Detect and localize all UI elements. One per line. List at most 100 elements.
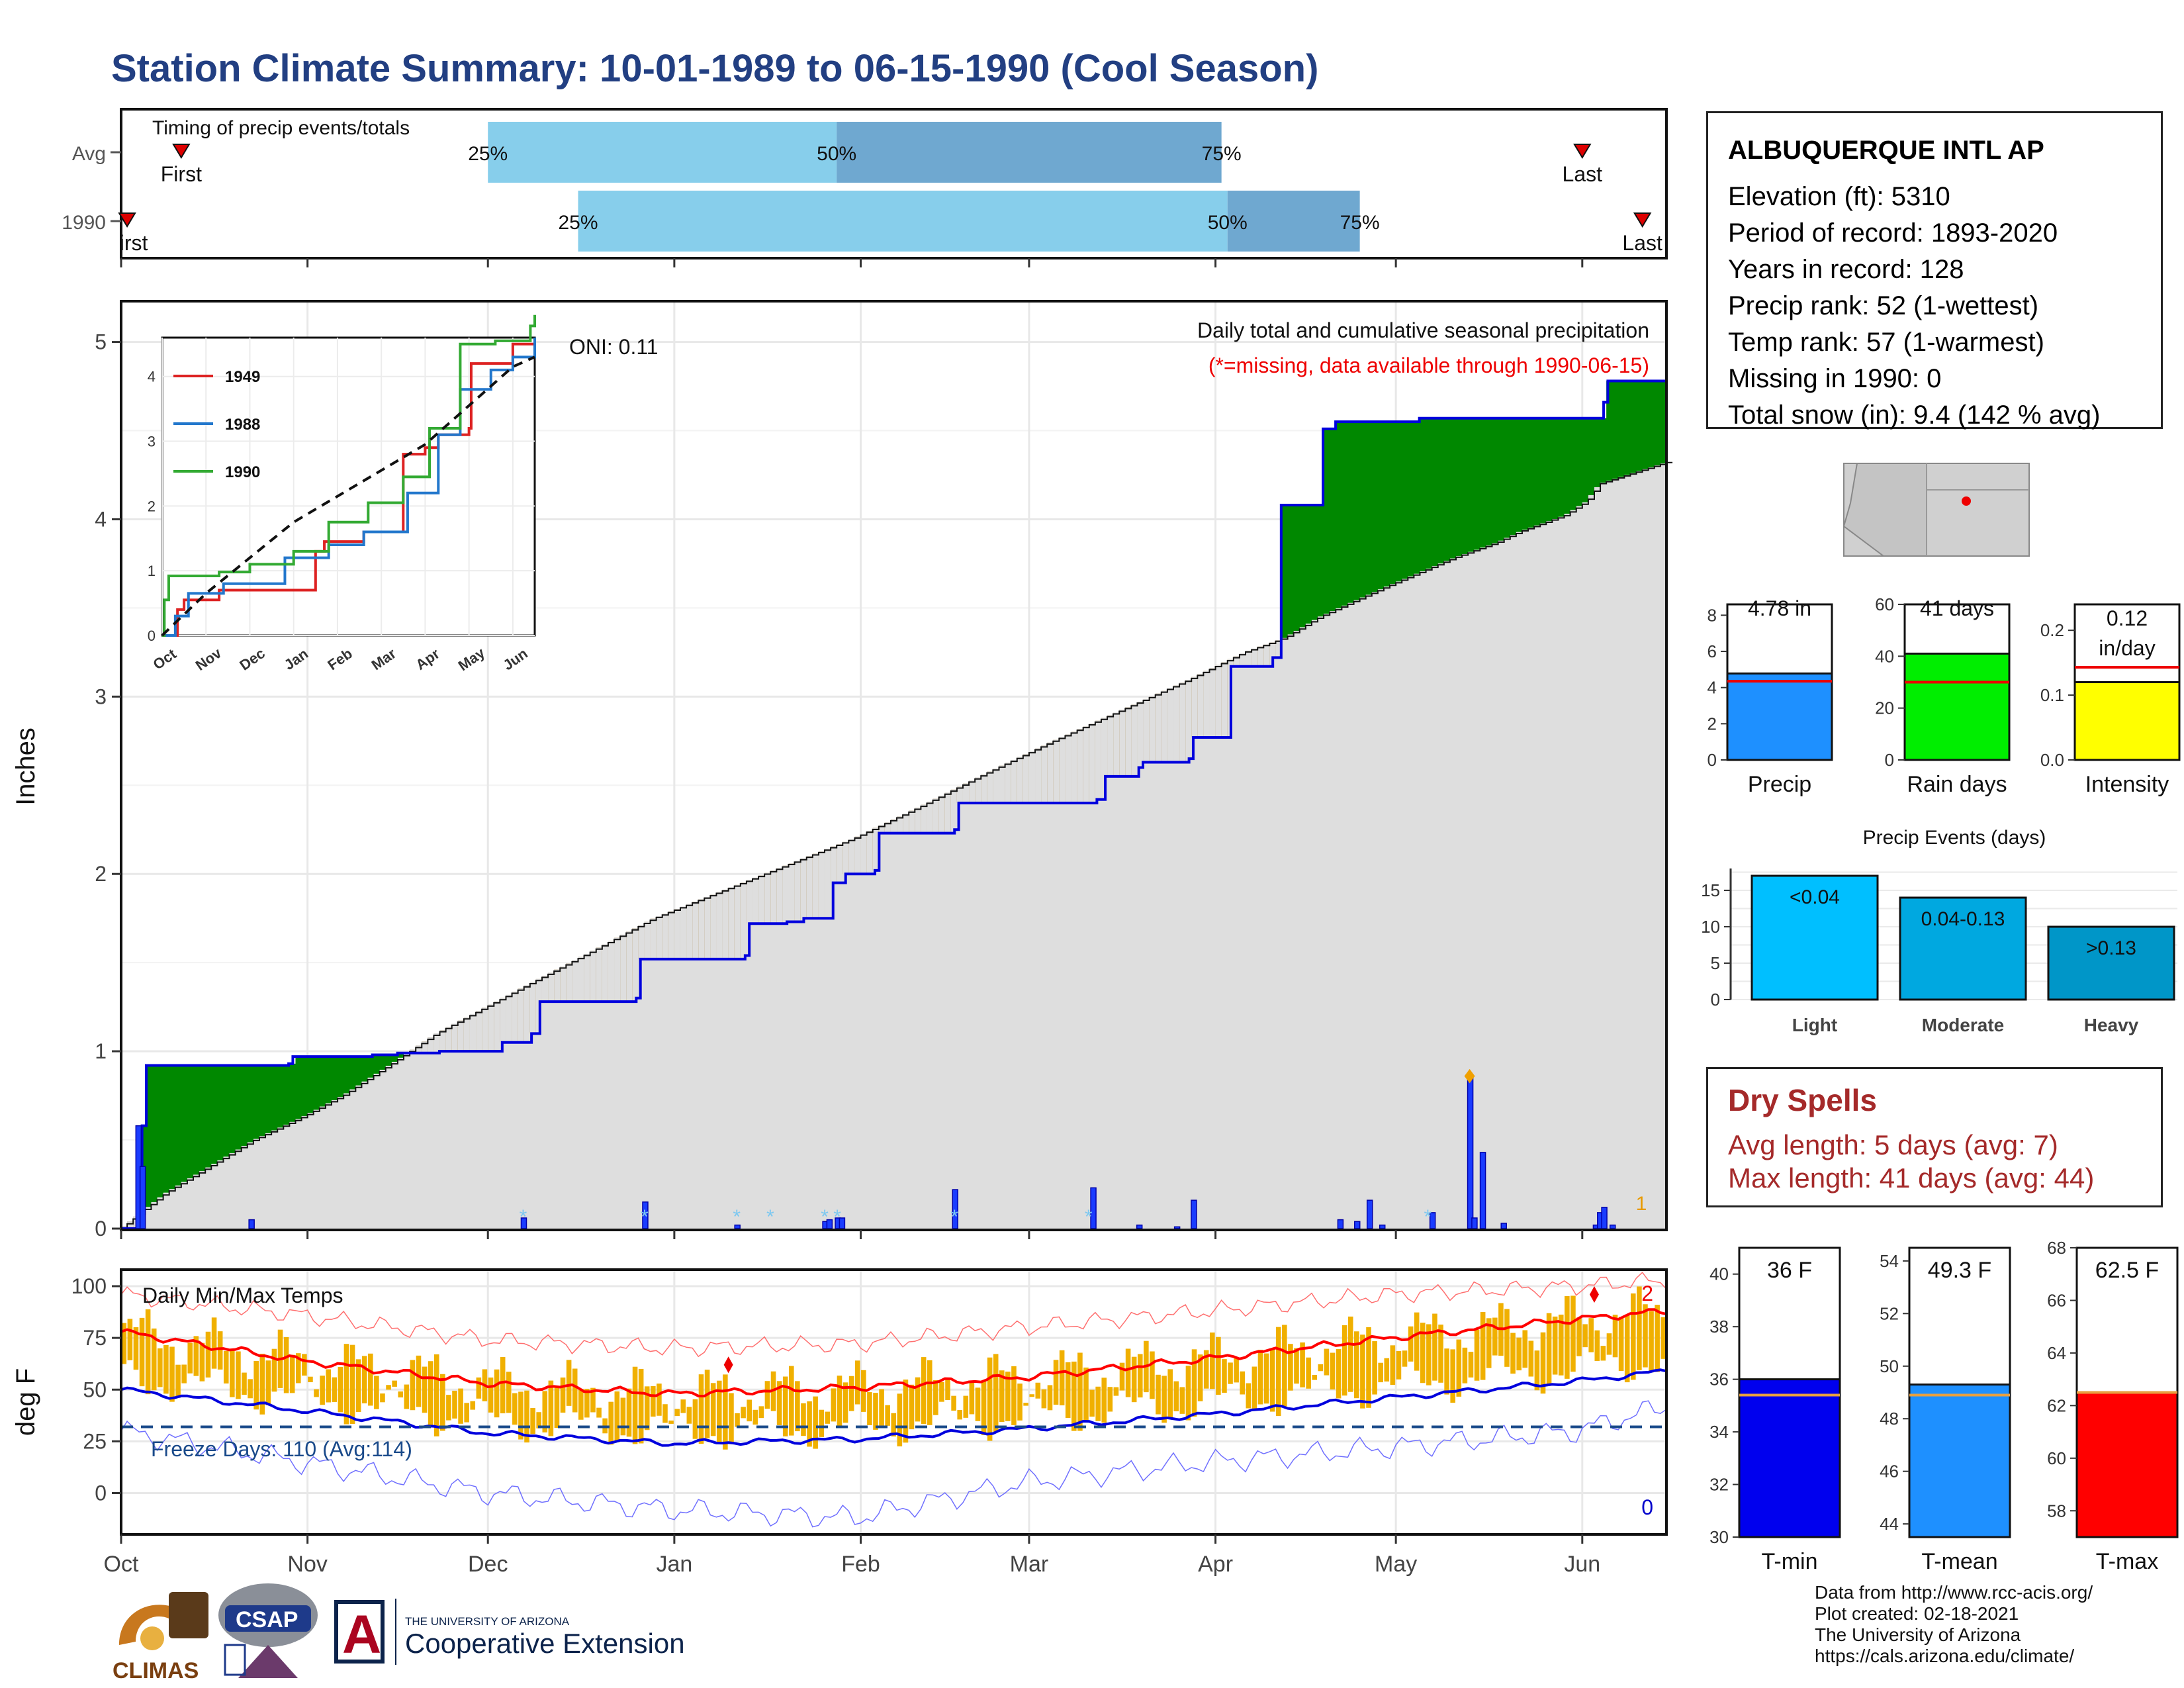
temp-daily-bar: [1240, 1371, 1246, 1395]
precip-normal-segment: [1390, 584, 1396, 1229]
precip-normal-segment: [500, 998, 507, 1229]
precip-diff-segment: [1486, 418, 1493, 545]
temp-daily-bar: [1372, 1341, 1377, 1395]
precip-normal-segment: [241, 1146, 248, 1229]
precip-normal-segment: [379, 1070, 387, 1229]
precip-diff-segment: [1342, 422, 1349, 606]
precip-normal-segment: [1402, 579, 1408, 1229]
temp-daily-bar: [1131, 1356, 1137, 1403]
precip-normal-segment: [1624, 475, 1631, 1229]
temp-daily-bar: [446, 1395, 451, 1421]
precip-normal-segment: [1113, 712, 1120, 1229]
temp-daily-bar: [1191, 1349, 1197, 1417]
precip-normal-segment: [1516, 532, 1523, 1229]
temp-daily-bar: [1570, 1295, 1576, 1372]
precip-stat-y-tick-label: 40: [1875, 646, 1894, 666]
precip-normal-segment: [1125, 707, 1132, 1229]
precip-normal-segment: [1396, 581, 1402, 1229]
precip-normal-segment: [1540, 523, 1547, 1229]
precip-normal-segment: [999, 765, 1006, 1229]
precip-y-tick-label: 5: [95, 330, 107, 354]
precip-diff-segment: [1546, 418, 1553, 522]
precip-normal-segment: [956, 786, 964, 1229]
station-temp-rank: Temp rank: 57 (1-warmest): [1728, 328, 2044, 357]
snow-mark: *: [833, 1206, 841, 1228]
temp-daily-bar: [139, 1317, 145, 1387]
station-years: Years in record: 128: [1728, 255, 1964, 284]
precip-diff-segment: [1660, 381, 1667, 464]
precip-normal-segment: [217, 1160, 224, 1229]
precip-diff-segment: [379, 1055, 387, 1070]
precip-daily-bar: [1471, 1217, 1478, 1229]
precip-diff-segment: [1492, 418, 1499, 543]
precip-normal-segment: [1318, 616, 1324, 1229]
precip-normal-segment: [890, 819, 897, 1229]
temp-daily-bar: [969, 1382, 975, 1415]
temp-daily-bar: [596, 1407, 602, 1418]
precip-diff-segment: [367, 1056, 375, 1078]
temp-daily-bar: [308, 1376, 313, 1383]
temp-stat-y-tick-label: 62: [2047, 1395, 2066, 1415]
precip-diff-segment: [169, 1065, 176, 1190]
precip-diff-segment: [1287, 505, 1295, 635]
temp-daily-bar: [842, 1382, 848, 1423]
temp-daily-bar: [1119, 1362, 1125, 1391]
temp-daily-bar: [1444, 1348, 1449, 1395]
precip-chart-subtitle: (*=missing, data available through 1990-…: [1208, 353, 1649, 377]
inset-y-tick-label: 3: [148, 434, 156, 450]
temp-daily-bar: [1137, 1354, 1143, 1398]
precip-diff-segment: [1528, 418, 1535, 528]
temp-y-tick-label: 100: [71, 1274, 107, 1298]
precip-stat-y-tick-label: 0.0: [2040, 750, 2064, 770]
precip-normal-segment: [944, 792, 952, 1229]
temp-daily-bar: [915, 1377, 921, 1422]
temp-daily-bar: [211, 1317, 217, 1369]
precip-normal-segment: [698, 899, 705, 1229]
precip-diff-segment: [1564, 418, 1571, 514]
temp-daily-bar: [193, 1336, 199, 1376]
temp-daily-bar: [1209, 1332, 1215, 1389]
snow-mark: *: [733, 1206, 741, 1228]
precip-normal-segment: [842, 841, 849, 1229]
precip-events-bar: [2047, 925, 2175, 1001]
precip-normal-segment: [1443, 561, 1451, 1229]
temp-daily-bar: [1528, 1340, 1534, 1377]
temp-daily-bar: [361, 1356, 367, 1404]
precip-normal-segment: [271, 1130, 278, 1229]
precip-normal-segment: [265, 1133, 272, 1229]
precip-normal-segment: [1143, 698, 1150, 1229]
temp-daily-bar: [782, 1376, 788, 1436]
temp-y-tick-label: 0: [95, 1481, 107, 1505]
footer-university: The University of Arizona: [1815, 1624, 2021, 1645]
precip-diff-segment: [1624, 381, 1631, 475]
temp-daily-bar: [1588, 1318, 1594, 1352]
csap-text: CSAP: [236, 1607, 298, 1632]
precip-diff-segment: [397, 1053, 404, 1058]
inset-y-tick-label: 2: [148, 498, 156, 514]
precip-normal-segment: [950, 789, 958, 1229]
precip-diff-segment: [1510, 418, 1517, 536]
precip-normal-segment: [295, 1119, 302, 1229]
precip-diff-segment: [391, 1055, 398, 1062]
temp-daily-bar: [1107, 1387, 1113, 1412]
temp-daily-bar: [127, 1319, 133, 1360]
station-elevation: Elevation (ft): 5310: [1728, 182, 1950, 211]
precip-diff-segment: [229, 1065, 236, 1153]
precip-normal-segment: [1564, 514, 1571, 1229]
precip-normal-segment: [969, 780, 976, 1229]
precip-diff-segment: [1594, 418, 1601, 487]
temp-daily-bar: [1047, 1385, 1053, 1411]
precip-daily-bar: [1609, 1224, 1616, 1229]
precip-normal-segment: [1432, 566, 1439, 1229]
precip-daily-bar: [139, 1166, 146, 1229]
precip-diff-segment: [1432, 418, 1439, 567]
precip-stat-y-tick-label: 20: [1875, 698, 1894, 718]
temp-daily-bar: [1510, 1333, 1516, 1374]
precip-normal-segment: [1269, 642, 1277, 1229]
precip-diff-segment: [259, 1065, 266, 1137]
precip-normal-segment: [1480, 547, 1487, 1229]
precip-normal-segment: [1005, 763, 1012, 1229]
precip-normal-segment: [439, 1030, 447, 1229]
temp-daily-bar: [1546, 1313, 1552, 1384]
snow-mark: *: [950, 1206, 958, 1228]
